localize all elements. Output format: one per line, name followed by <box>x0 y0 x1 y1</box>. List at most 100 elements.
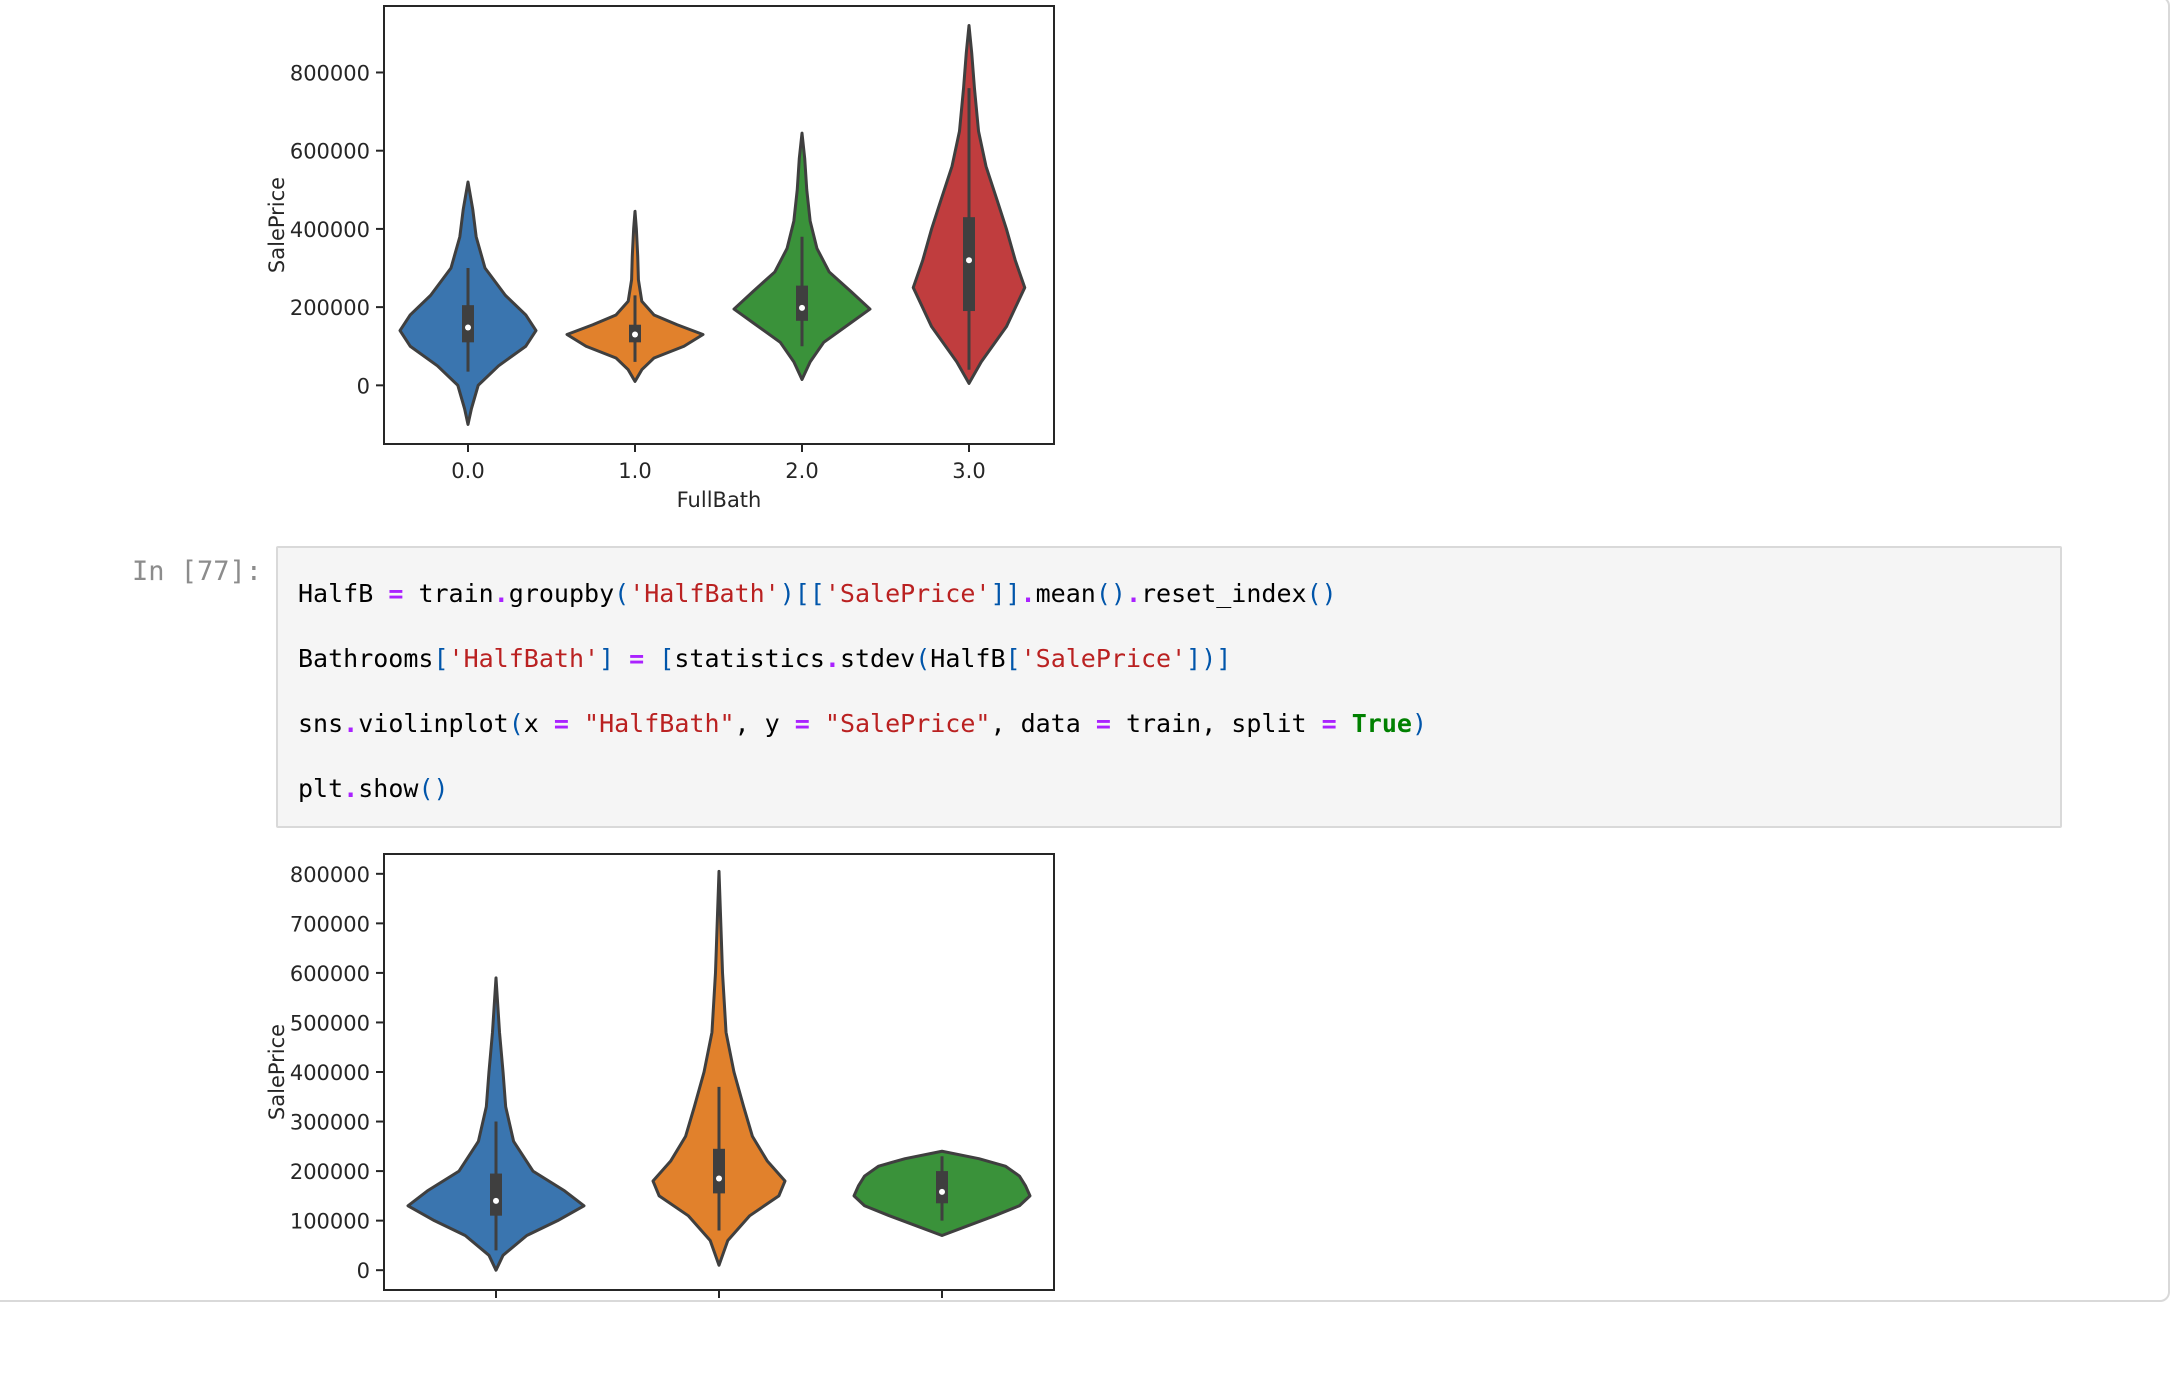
code-token: ( <box>508 709 524 738</box>
code-token: ) <box>1411 709 1428 738</box>
y-tick-label: 200000 <box>290 296 370 320</box>
code-token: , y <box>734 709 795 738</box>
code-token: [ <box>659 644 675 673</box>
code-token: () <box>418 774 449 803</box>
code-token: train <box>403 579 494 608</box>
code-token: . <box>1125 579 1141 608</box>
y-tick-label: 400000 <box>290 1061 370 1085</box>
code-token: HalfB <box>298 579 374 608</box>
y-tick-label: 0 <box>357 1259 370 1283</box>
code-token: )[[ <box>779 579 825 608</box>
code-line: Bathrooms['HalfBath'] = [statistics.stde… <box>298 643 1231 675</box>
violin-median <box>716 1175 722 1182</box>
x-tick-label: 2.0 <box>785 459 818 483</box>
plot-frame <box>383 853 1055 1291</box>
code-token: ] <box>599 644 615 673</box>
code-token <box>1337 709 1352 738</box>
plot-frame <box>383 5 1055 445</box>
y-tick-label: 100000 <box>290 1210 370 1234</box>
code-line: HalfB = train.groupby('HalfBath')[['Sale… <box>298 578 1337 610</box>
code-token: violinplot <box>358 709 509 738</box>
violin-median <box>939 1188 945 1195</box>
code-token: ])] <box>1186 644 1232 673</box>
code-token: show <box>358 774 419 803</box>
code-token: . <box>343 709 359 738</box>
code-token: [ <box>433 644 449 673</box>
code-token: () <box>1095 579 1126 608</box>
y-tick-label: 200000 <box>290 1160 370 1184</box>
x-tick-label: 3.0 <box>952 459 985 483</box>
code-token: HalfB <box>930 644 1006 673</box>
code-token <box>373 579 388 608</box>
y-tick-label: 500000 <box>290 1011 370 1035</box>
code-token: ]] <box>990 579 1021 608</box>
y-tick-label: 700000 <box>290 912 370 936</box>
y-tick-label: 400000 <box>290 218 370 242</box>
code-token: . <box>1020 579 1036 608</box>
code-token: = <box>1095 709 1111 738</box>
code-token <box>810 709 825 738</box>
x-tick-label: 0.0 <box>451 459 484 483</box>
code-token: = <box>1321 709 1337 738</box>
code-token: = <box>794 709 810 738</box>
violin-iqr-box <box>462 305 474 343</box>
code-token: 'HalfBath' <box>629 579 780 608</box>
code-token: () <box>1306 579 1337 608</box>
y-tick-label: 0 <box>357 374 370 398</box>
x-tick-label: 1.0 <box>618 459 651 483</box>
y-tick-label: 300000 <box>290 1111 370 1135</box>
x-axis-label: FullBath <box>677 488 762 512</box>
code-token <box>644 644 659 673</box>
violin-body <box>651 869 787 1267</box>
code-token: . <box>343 774 359 803</box>
code-token: x <box>523 709 554 738</box>
code-token: ( <box>614 579 630 608</box>
code-token: sns <box>298 709 344 738</box>
code-token: stdev <box>839 644 916 673</box>
cell-prompt: In [77]: <box>132 556 263 587</box>
code-token: "HalfBath" <box>584 709 735 738</box>
violin-iqr-box <box>936 1171 948 1204</box>
violin-iqr-box <box>490 1173 502 1216</box>
y-tick-label: 600000 <box>290 962 370 986</box>
code-token: reset_index <box>1141 579 1307 608</box>
code-token: = <box>629 644 645 673</box>
code-cell[interactable]: HalfB = train.groupby('HalfBath')[['Sale… <box>276 546 2062 828</box>
halfbath-violin-chart: 0 100000 200000 300000 400000 500000 600000 700… <box>265 853 1055 1298</box>
code-token: 'SalePrice' <box>824 579 991 608</box>
code-token <box>614 644 629 673</box>
code-token: 'SalePrice' <box>1020 644 1187 673</box>
code-line: plt.show() <box>298 773 449 805</box>
fullbath-violin-chart: 0 200000 400000 600000 800000 SalePrice 0.0 1.0… <box>265 5 1055 512</box>
code-token: statistics <box>674 644 825 673</box>
code-token: [ <box>1005 644 1021 673</box>
y-axis-label: SalePrice <box>265 1024 289 1120</box>
code-token: = <box>553 709 569 738</box>
y-tick-label: 800000 <box>290 863 370 887</box>
code-token: . <box>493 579 509 608</box>
code-token: plt <box>298 774 344 803</box>
code-token: . <box>824 644 840 673</box>
violin-iqr-box <box>963 217 975 312</box>
code-token: train, split <box>1110 709 1322 738</box>
violin-iqr-box <box>713 1148 725 1194</box>
violin-iqr-box <box>796 285 808 321</box>
y-tick-label: 800000 <box>290 61 370 85</box>
code-line: sns.violinplot(x = "HalfBath", y = "Sale… <box>298 708 1427 740</box>
violin-median <box>799 304 805 311</box>
code-token: , data <box>990 709 1096 738</box>
y-axis-label: SalePrice <box>265 177 289 273</box>
code-token: "SalePrice" <box>824 709 991 738</box>
y-tick-label: 600000 <box>290 140 370 164</box>
code-token: ( <box>915 644 931 673</box>
violin-median <box>465 324 471 331</box>
code-token: = <box>388 579 404 608</box>
code-token: 'HalfBath' <box>448 644 600 673</box>
code-token: mean <box>1035 579 1096 608</box>
code-token <box>569 709 584 738</box>
code-token: groupby <box>508 579 615 608</box>
violin-median <box>632 331 638 338</box>
code-token: Bathrooms <box>298 644 434 673</box>
violin-median <box>493 1197 499 1204</box>
violin-median <box>966 257 972 264</box>
